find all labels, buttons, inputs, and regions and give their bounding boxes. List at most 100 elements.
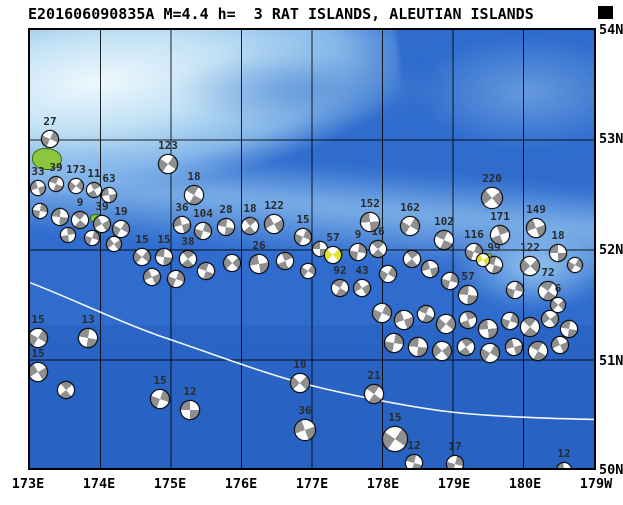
focal-mechanism xyxy=(457,338,475,356)
event-label: 92 xyxy=(333,264,347,277)
focal-mechanism xyxy=(403,250,421,268)
focal-mechanism xyxy=(369,240,387,258)
focal-mechanism xyxy=(264,214,284,234)
focal-mechanism xyxy=(520,256,540,276)
event-label: 18 xyxy=(551,229,565,242)
focal-mechanism xyxy=(501,312,519,330)
focal-mechanism xyxy=(520,317,540,337)
axis-x: 173E 174E 175E 176E 177E 178E 179E 180E 179W xyxy=(0,476,623,496)
focal-mechanism xyxy=(506,281,524,299)
focal-mechanism xyxy=(551,336,569,354)
event-label: 6 xyxy=(554,282,562,295)
focal-mechanism xyxy=(86,182,102,198)
event-label: 99 xyxy=(487,241,501,254)
x-axis-label: 178E xyxy=(366,476,400,492)
event-label: 12 xyxy=(183,385,197,398)
focal-mechanism xyxy=(434,230,454,250)
focal-mechanism xyxy=(441,272,459,290)
focal-mechanism xyxy=(324,246,342,264)
focal-mechanism xyxy=(372,303,392,323)
focal-mechanism xyxy=(549,244,567,262)
event-label: 57 xyxy=(326,231,340,244)
event-label: 152 xyxy=(360,197,380,210)
focal-mechanism xyxy=(394,310,414,330)
focal-mechanism xyxy=(364,384,384,404)
figure-title: E201606090835A M=4.4 h= 3 RAT ISLANDS, A… xyxy=(28,5,534,23)
event-label: 18 xyxy=(187,170,201,183)
focal-mechanism xyxy=(133,248,151,266)
focal-mechanism xyxy=(276,252,294,270)
event-label: 28 xyxy=(219,203,233,216)
focal-mechanism xyxy=(294,228,312,246)
focal-mechanism xyxy=(143,268,161,286)
focal-mechanism xyxy=(405,454,423,468)
x-axis-label: 179W xyxy=(579,476,613,492)
x-axis-label: 180E xyxy=(508,476,542,492)
focal-mechanism xyxy=(71,211,89,229)
beachballs-layer: 27 33 39 173 11 63 9 39 19 123 18 36 104 28 18 122 15 57 9… xyxy=(30,30,594,468)
event-label: 19 xyxy=(114,205,128,218)
event-label: 26 xyxy=(252,239,266,252)
focal-mechanism xyxy=(408,337,428,357)
focal-mechanism xyxy=(51,208,69,226)
focal-mechanism xyxy=(349,243,367,261)
event-label: 15 xyxy=(153,374,167,387)
focal-mechanism xyxy=(41,130,59,148)
focal-mechanism xyxy=(384,333,404,353)
focal-mechanism xyxy=(78,328,98,348)
focal-mechanism xyxy=(382,426,408,452)
focal-mechanism xyxy=(197,262,215,280)
event-label: 39 xyxy=(95,200,109,213)
focal-mechanism xyxy=(538,281,558,301)
focal-mechanism xyxy=(30,328,48,348)
focal-mechanism xyxy=(294,419,316,441)
focal-mechanism xyxy=(167,270,185,288)
focal-mechanism xyxy=(567,257,583,273)
corner-marker xyxy=(598,6,613,19)
event-label: 11 xyxy=(87,167,101,180)
event-label: 15 xyxy=(157,233,171,246)
focal-mechanism xyxy=(68,178,84,194)
focal-mechanism xyxy=(223,254,241,272)
event-label: 72 xyxy=(541,266,555,279)
event-label: 21 xyxy=(367,369,381,382)
focal-mechanism xyxy=(505,338,523,356)
event-label: 39 xyxy=(49,161,63,174)
y-axis-label: 51N xyxy=(599,353,623,369)
axis-y: 54N 53N 52N 51N 50N xyxy=(599,0,623,505)
event-label: 15 xyxy=(135,233,149,246)
focal-mechanism xyxy=(241,217,259,235)
focal-mechanism xyxy=(436,314,456,334)
event-label: 57 xyxy=(461,270,475,283)
focal-mechanism xyxy=(194,222,212,240)
focal-mechanism xyxy=(84,230,100,246)
event-label: 122 xyxy=(520,241,540,254)
focal-mechanism xyxy=(30,180,46,196)
focal-mechanism xyxy=(106,236,122,252)
y-axis-label: 54N xyxy=(599,22,623,38)
focal-mechanism xyxy=(400,216,420,236)
event-label: 122 xyxy=(264,199,284,212)
x-axis-label: 179E xyxy=(437,476,471,492)
x-axis-label: 176E xyxy=(224,476,258,492)
event-label: 15 xyxy=(296,213,310,226)
event-label: 17 xyxy=(448,440,462,453)
event-label: 104 xyxy=(193,207,213,220)
focal-mechanism xyxy=(560,320,578,338)
focal-mechanism xyxy=(57,381,75,399)
event-label: 12 xyxy=(557,447,571,460)
event-label: 123 xyxy=(158,139,178,152)
focal-mechanism xyxy=(30,362,48,382)
focal-mechanism xyxy=(180,400,200,420)
focal-mechanism xyxy=(528,341,548,361)
focal-mechanism xyxy=(60,227,76,243)
focal-mechanism xyxy=(249,254,269,274)
focal-mechanism xyxy=(417,305,435,323)
event-label: 27 xyxy=(43,115,57,128)
event-label: 63 xyxy=(102,172,116,185)
map-canvas: 27 33 39 173 11 63 9 39 19 123 18 36 104 28 18 122 15 57 9… xyxy=(28,28,596,470)
event-label: 149 xyxy=(526,203,546,216)
event-label: 36 xyxy=(298,404,312,417)
event-label: 13 xyxy=(81,313,95,326)
